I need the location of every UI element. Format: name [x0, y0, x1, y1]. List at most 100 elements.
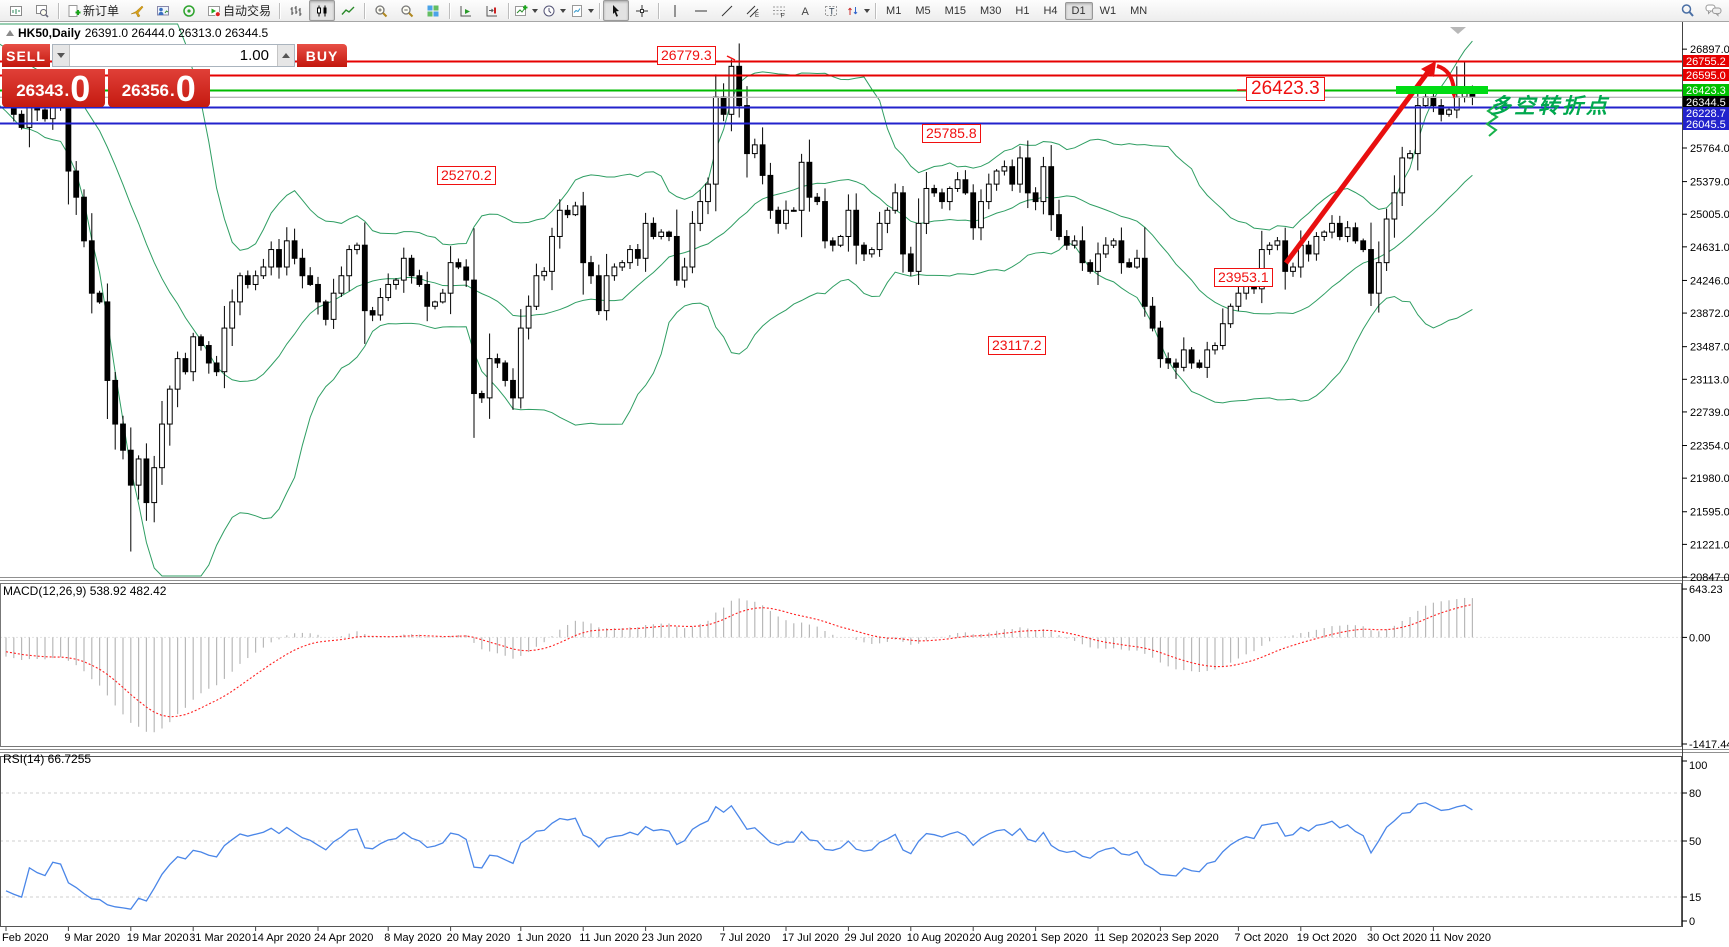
tile-windows-icon	[427, 5, 439, 16]
timeframe-mn[interactable]: MN	[1130, 4, 1148, 17]
signals-button[interactable]	[176, 0, 202, 21]
channel-tool[interactable]: E	[740, 0, 766, 21]
arrow-up-icon	[282, 53, 290, 58]
svg-text:643.23: 643.23	[1689, 584, 1723, 596]
price-annotation-25270: 25270.2	[437, 166, 496, 185]
svg-text:11 Sep 2020: 11 Sep 2020	[1094, 932, 1156, 944]
svg-text:100: 100	[1689, 760, 1707, 772]
new-chart-button[interactable]	[3, 0, 29, 21]
profiles-button[interactable]	[29, 0, 55, 21]
volume-increase-button[interactable]	[277, 45, 294, 66]
sell-price-button[interactable]: 26343 . 0	[2, 69, 105, 107]
new-order-label: 新订单	[83, 4, 120, 18]
main-toolbar: 新订单 自动交易	[0, 0, 1729, 22]
zoom-in-button[interactable]	[368, 0, 394, 21]
auto-scroll-button[interactable]	[453, 0, 479, 21]
templates-button[interactable]	[568, 0, 596, 21]
buy-price-button[interactable]: 26356 . 0	[107, 69, 210, 107]
svg-text:T: T	[829, 6, 835, 16]
volume-stepper	[52, 44, 295, 67]
svg-text:1 Sep 2020: 1 Sep 2020	[1032, 932, 1088, 944]
svg-text:20847.0: 20847.0	[1690, 572, 1729, 584]
cursor-button[interactable]	[603, 0, 630, 21]
svg-text:11 Jun 2020: 11 Jun 2020	[579, 932, 639, 944]
horn-icon	[130, 5, 144, 17]
timeframe-h4[interactable]: H4	[1043, 4, 1058, 17]
timeframe-h1[interactable]: H1	[1015, 4, 1030, 17]
timeframe-m15[interactable]: M15	[944, 4, 966, 17]
svg-text:25764.0: 25764.0	[1690, 143, 1729, 155]
svg-text:1 Jun 2020: 1 Jun 2020	[517, 932, 571, 944]
autotrading-button[interactable]: 自动交易	[202, 0, 276, 21]
crosshair-button[interactable]	[629, 0, 655, 21]
timeframe-m1[interactable]: M1	[886, 4, 902, 17]
buy-price-dot: .	[170, 81, 175, 100]
autotrading-label: 自动交易	[223, 4, 272, 18]
bar-chart-mode-button[interactable]	[283, 0, 309, 21]
new-order-button[interactable]: 新订单	[62, 0, 124, 21]
signal-icon	[183, 4, 195, 17]
tile-windows-button[interactable]	[420, 0, 446, 21]
svg-text:7 Jul 2020: 7 Jul 2020	[720, 932, 771, 944]
symbol-marker-icon	[6, 30, 14, 36]
metaeditor-button[interactable]	[124, 0, 150, 21]
text-tool[interactable]: A	[792, 0, 818, 21]
sell-price-dot: .	[64, 81, 70, 100]
chart-shift-icon	[486, 5, 498, 16]
trendline-icon	[721, 5, 733, 16]
timeframe-w1[interactable]: W1	[1099, 4, 1117, 17]
vertical-line-tool[interactable]	[662, 0, 688, 21]
volume-input[interactable]	[70, 45, 277, 66]
sell-button[interactable]: SELL	[2, 44, 50, 67]
svg-text:23 Jun 2020: 23 Jun 2020	[642, 932, 703, 944]
buy-button[interactable]: BUY	[297, 44, 347, 67]
toolbar-separator	[658, 2, 660, 19]
price-annotation-23953: 23953.1	[1214, 268, 1273, 287]
svg-text:26755.2: 26755.2	[1686, 56, 1726, 68]
svg-text:17 Jul 2020: 17 Jul 2020	[782, 932, 839, 944]
trendline-tool[interactable]	[714, 0, 740, 21]
volume-decrease-button[interactable]	[53, 45, 70, 66]
rsi-label: RSI(14) 66.7255	[3, 752, 92, 766]
price-annotation-25785: 25785.8	[922, 124, 981, 143]
svg-text:E: E	[755, 13, 759, 18]
add-indicator-icon	[515, 4, 528, 16]
add-indicator-button[interactable]	[512, 0, 540, 21]
chevron-down-icon	[560, 8, 567, 13]
line-chart-mode-button[interactable]	[335, 0, 361, 21]
svg-text:26595.0: 26595.0	[1686, 70, 1726, 82]
arrows-tool[interactable]	[844, 0, 872, 21]
zoom-out-button[interactable]	[394, 0, 420, 21]
bar-chart-icon	[290, 5, 302, 16]
chart-title: HK50,Daily 26391.0 26444.0 26313.0 26344…	[6, 26, 268, 40]
svg-text:26423.3: 26423.3	[1686, 85, 1726, 97]
chevron-down-icon	[588, 8, 595, 13]
chat-bubbles-icon	[1705, 4, 1721, 17]
strategy-tester-button[interactable]	[150, 0, 176, 21]
search-button[interactable]	[1674, 0, 1700, 21]
svg-text:9 Mar 2020: 9 Mar 2020	[64, 932, 120, 944]
template-icon	[572, 4, 583, 17]
zoom-in-icon	[375, 4, 388, 17]
periods-button[interactable]	[540, 0, 568, 21]
fibonacci-tool[interactable]: F	[766, 0, 792, 21]
toolbar-separator	[279, 2, 281, 19]
svg-text:20 May 2020: 20 May 2020	[447, 932, 511, 944]
svg-text:19 Oct 2020: 19 Oct 2020	[1297, 932, 1357, 944]
chart-shift-button[interactable]	[479, 0, 505, 21]
svg-text:7 Oct 2020: 7 Oct 2020	[1234, 932, 1288, 944]
timeframe-d1[interactable]: D1	[1064, 1, 1093, 20]
chat-button[interactable]	[1700, 0, 1726, 21]
svg-text:26897.0: 26897.0	[1690, 44, 1729, 56]
timeframe-m5[interactable]: M5	[915, 4, 931, 17]
text-label-tool[interactable]: T	[818, 0, 844, 21]
fibonacci-icon: F	[773, 6, 786, 18]
horizontal-line-tool[interactable]	[688, 0, 714, 21]
arrow-down-icon	[57, 53, 65, 58]
macd-label: MACD(12,26,9) 538.92 482.42	[3, 584, 167, 598]
candle-chart-mode-button[interactable]	[309, 0, 336, 21]
toolbar-separator	[508, 2, 510, 19]
timeframe-m30[interactable]: M30	[980, 4, 1002, 17]
svg-text:-1417.44: -1417.44	[1689, 739, 1729, 751]
